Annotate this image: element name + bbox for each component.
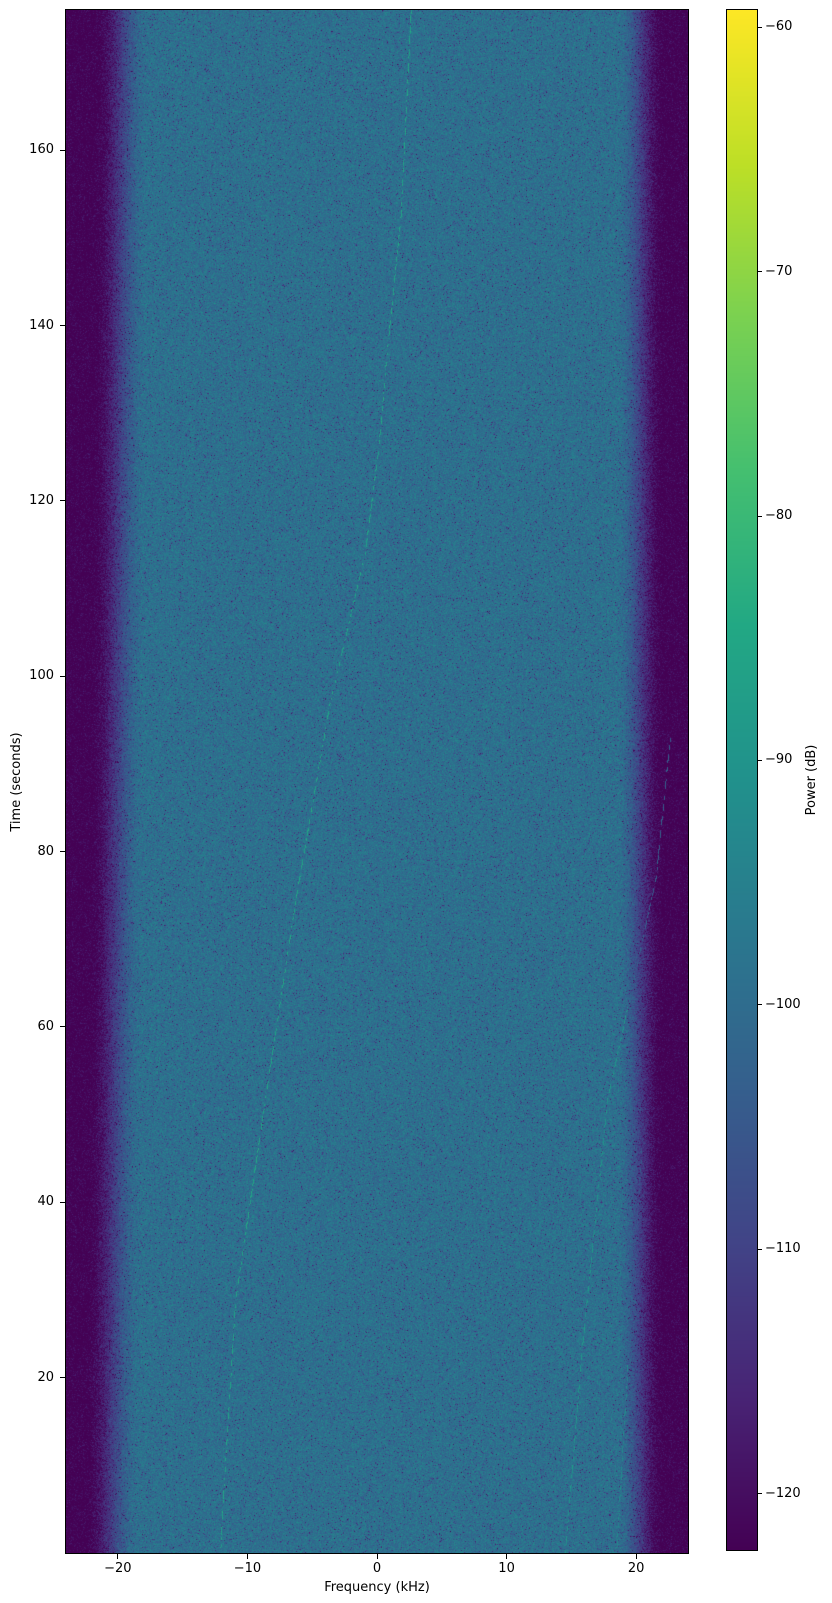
- colorbar-tick-label: −100: [765, 996, 801, 1012]
- colorbar-tick: [757, 26, 762, 28]
- y-axis-tick: [60, 1377, 65, 1379]
- spectrogram-plot: [65, 9, 689, 1554]
- colorbar-tick-label: −110: [765, 1241, 801, 1257]
- colorbar-tick: [757, 1004, 762, 1006]
- y-axis-tick: [60, 1026, 65, 1028]
- colorbar-tick: [757, 759, 762, 761]
- x-axis-tick-label: −10: [233, 1561, 262, 1576]
- colorbar: [726, 9, 758, 1551]
- y-axis-tick-label: 100: [29, 668, 54, 684]
- x-axis-tick-label: 10: [498, 1561, 515, 1576]
- y-axis-tick: [60, 325, 65, 327]
- x-axis-tick: [376, 1554, 378, 1559]
- x-axis-tick-label: 20: [627, 1561, 645, 1576]
- y-axis-label: Time (seconds): [9, 731, 24, 832]
- colorbar-tick-label: −60: [765, 19, 793, 35]
- y-axis-tick-label: 140: [29, 317, 54, 333]
- colorbar-tick-label: −90: [765, 752, 793, 768]
- x-axis-label: Frequency (kHz): [324, 1580, 430, 1595]
- y-axis-tick-label: 160: [29, 142, 54, 158]
- y-axis-tick: [60, 500, 65, 502]
- x-axis-tick-label: −20: [104, 1561, 132, 1576]
- y-axis-tick-label: 80: [37, 843, 54, 859]
- colorbar-label: Power (dB): [804, 744, 819, 816]
- colorbar-tick: [757, 1493, 762, 1495]
- colorbar-canvas: [727, 10, 757, 1550]
- colorbar-tick-label: −70: [765, 263, 793, 279]
- y-axis-tick: [60, 851, 65, 853]
- y-axis-tick-label: 40: [37, 1194, 54, 1210]
- y-axis-tick: [60, 1201, 65, 1203]
- colorbar-tick: [757, 515, 762, 517]
- y-axis-tick-label: 60: [37, 1018, 54, 1034]
- x-axis-tick: [635, 1554, 637, 1559]
- x-axis-tick: [246, 1554, 248, 1559]
- y-axis-tick: [60, 675, 65, 677]
- spectrogram-canvas: [66, 10, 688, 1553]
- colorbar-tick: [757, 1248, 762, 1250]
- colorbar-tick: [757, 271, 762, 273]
- x-axis-tick: [506, 1554, 508, 1559]
- x-axis-tick-label: 0: [372, 1561, 382, 1576]
- y-axis-tick-label: 120: [29, 492, 54, 508]
- x-axis-tick: [117, 1554, 119, 1559]
- y-axis-tick-label: 20: [37, 1369, 54, 1385]
- colorbar-tick-label: −80: [765, 508, 793, 523]
- colorbar-tick-label: −120: [765, 1485, 801, 1501]
- y-axis-tick: [60, 149, 65, 151]
